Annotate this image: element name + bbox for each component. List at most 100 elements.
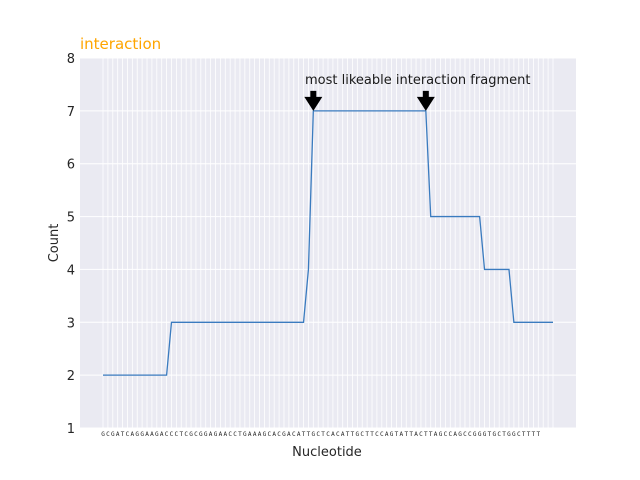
x-tick-label: T	[179, 431, 183, 438]
x-tick-label: T	[365, 431, 369, 438]
x-tick-label: A	[131, 431, 135, 438]
x-tick-label: G	[155, 431, 159, 438]
x-tick-label: C	[165, 431, 169, 438]
x-tick-label: G	[356, 431, 360, 438]
x-tick-label: C	[380, 431, 384, 438]
x-tick-label: T	[238, 431, 242, 438]
annotation-arrow	[416, 90, 435, 111]
x-tick-label: C	[463, 431, 467, 438]
x-tick-label: C	[292, 431, 296, 438]
x-tick-label: G	[243, 431, 247, 438]
annotations: most likeable interaction fragment	[304, 73, 530, 111]
x-tick-label: C	[126, 431, 130, 438]
x-tick-label: G	[390, 431, 394, 438]
x-tick-label: G	[492, 431, 496, 438]
x-tick-label: A	[219, 431, 223, 438]
y-tick-label: 7	[67, 105, 75, 120]
x-tick-label: T	[307, 431, 311, 438]
x-tick-label: T	[527, 431, 531, 438]
x-tick-label: G	[483, 431, 487, 438]
x-tick-label: G	[282, 431, 286, 438]
x-tick-label: C	[277, 431, 281, 438]
y-tick-label: 2	[67, 369, 75, 384]
x-tick-label: C	[336, 431, 340, 438]
x-tick-label: C	[316, 431, 320, 438]
grid	[80, 57, 576, 429]
x-tick-label: A	[331, 431, 335, 438]
annotation-text: most likeable interaction fragment	[305, 73, 530, 88]
x-tick-label: C	[326, 431, 330, 438]
x-tick-label: T	[121, 431, 125, 438]
x-axis-label: Nucleotide	[292, 445, 362, 460]
x-tick-label: A	[287, 431, 291, 438]
x-tick-label: T	[537, 431, 541, 438]
x-tick-label: G	[101, 431, 105, 438]
y-tick-label: 1	[67, 422, 75, 437]
x-tick-label: A	[160, 431, 164, 438]
x-tick-label: G	[189, 431, 193, 438]
x-tick-label: G	[473, 431, 477, 438]
x-tick-label: T	[488, 431, 492, 438]
x-tick-label: C	[444, 431, 448, 438]
x-tick-label: A	[248, 431, 252, 438]
x-tick-label: C	[175, 431, 179, 438]
x-tick-label: A	[434, 431, 438, 438]
x-tick-label: G	[263, 431, 267, 438]
x-tick-label: A	[223, 431, 227, 438]
x-tick-label: G	[439, 431, 443, 438]
x-tick-label: T	[429, 431, 433, 438]
y-tick-label: 8	[67, 52, 75, 67]
x-tick-label: C	[228, 431, 232, 438]
x-tick-label: T	[404, 431, 408, 438]
x-tick-label: A	[209, 431, 213, 438]
annotation-arrow	[304, 90, 323, 111]
x-tick-label: A	[385, 431, 389, 438]
x-tick-label: T	[302, 431, 306, 438]
x-tick-label: G	[214, 431, 218, 438]
x-tick-label: C	[468, 431, 472, 438]
x-tick-label: G	[204, 431, 208, 438]
x-tick-label: A	[116, 431, 120, 438]
x-tick-label: T	[522, 431, 526, 438]
x-tick-label: T	[321, 431, 325, 438]
x-tick-label: G	[507, 431, 511, 438]
x-tick-label: G	[312, 431, 316, 438]
x-tick-label: A	[258, 431, 262, 438]
series-line	[103, 110, 553, 376]
y-axis-label: Count	[47, 224, 62, 263]
x-tick-label: A	[453, 431, 457, 438]
x-tick-label: A	[150, 431, 154, 438]
x-tick-label: C	[106, 431, 110, 438]
y-tick-label: 3	[67, 316, 75, 331]
x-tick-label: G	[199, 431, 203, 438]
x-tick-label: C	[448, 431, 452, 438]
x-tick-label: C	[360, 431, 364, 438]
x-tick-label: C	[233, 431, 237, 438]
x-tick-label: T	[370, 431, 374, 438]
x-tick-label: G	[135, 431, 139, 438]
x-tick-label: C	[194, 431, 198, 438]
x-tick-label: C	[267, 431, 271, 438]
x-tick-label: T	[502, 431, 506, 438]
x-tick-label: A	[297, 431, 301, 438]
y-axis: 1 2 3 4 5 6 7 8	[67, 52, 75, 437]
x-tick-label: G	[140, 431, 144, 438]
y-tick-label: 5	[67, 211, 75, 226]
x-tick-label: A	[400, 431, 404, 438]
x-tick-label: T	[351, 431, 355, 438]
x-tick-label: C	[497, 431, 501, 438]
x-tick-label: A	[272, 431, 276, 438]
x-tick-label: T	[395, 431, 399, 438]
y-tick-label: 6	[67, 158, 75, 173]
chart-title: interaction	[80, 35, 161, 53]
x-tick-label: A	[145, 431, 149, 438]
x-tick-label: G	[111, 431, 115, 438]
x-tick-label: T	[346, 431, 350, 438]
x-tick-label: C	[184, 431, 188, 438]
x-tick-label: C	[517, 431, 521, 438]
x-tick-label: A	[253, 431, 257, 438]
x-tick-label: A	[414, 431, 418, 438]
x-tick-label: G	[512, 431, 516, 438]
